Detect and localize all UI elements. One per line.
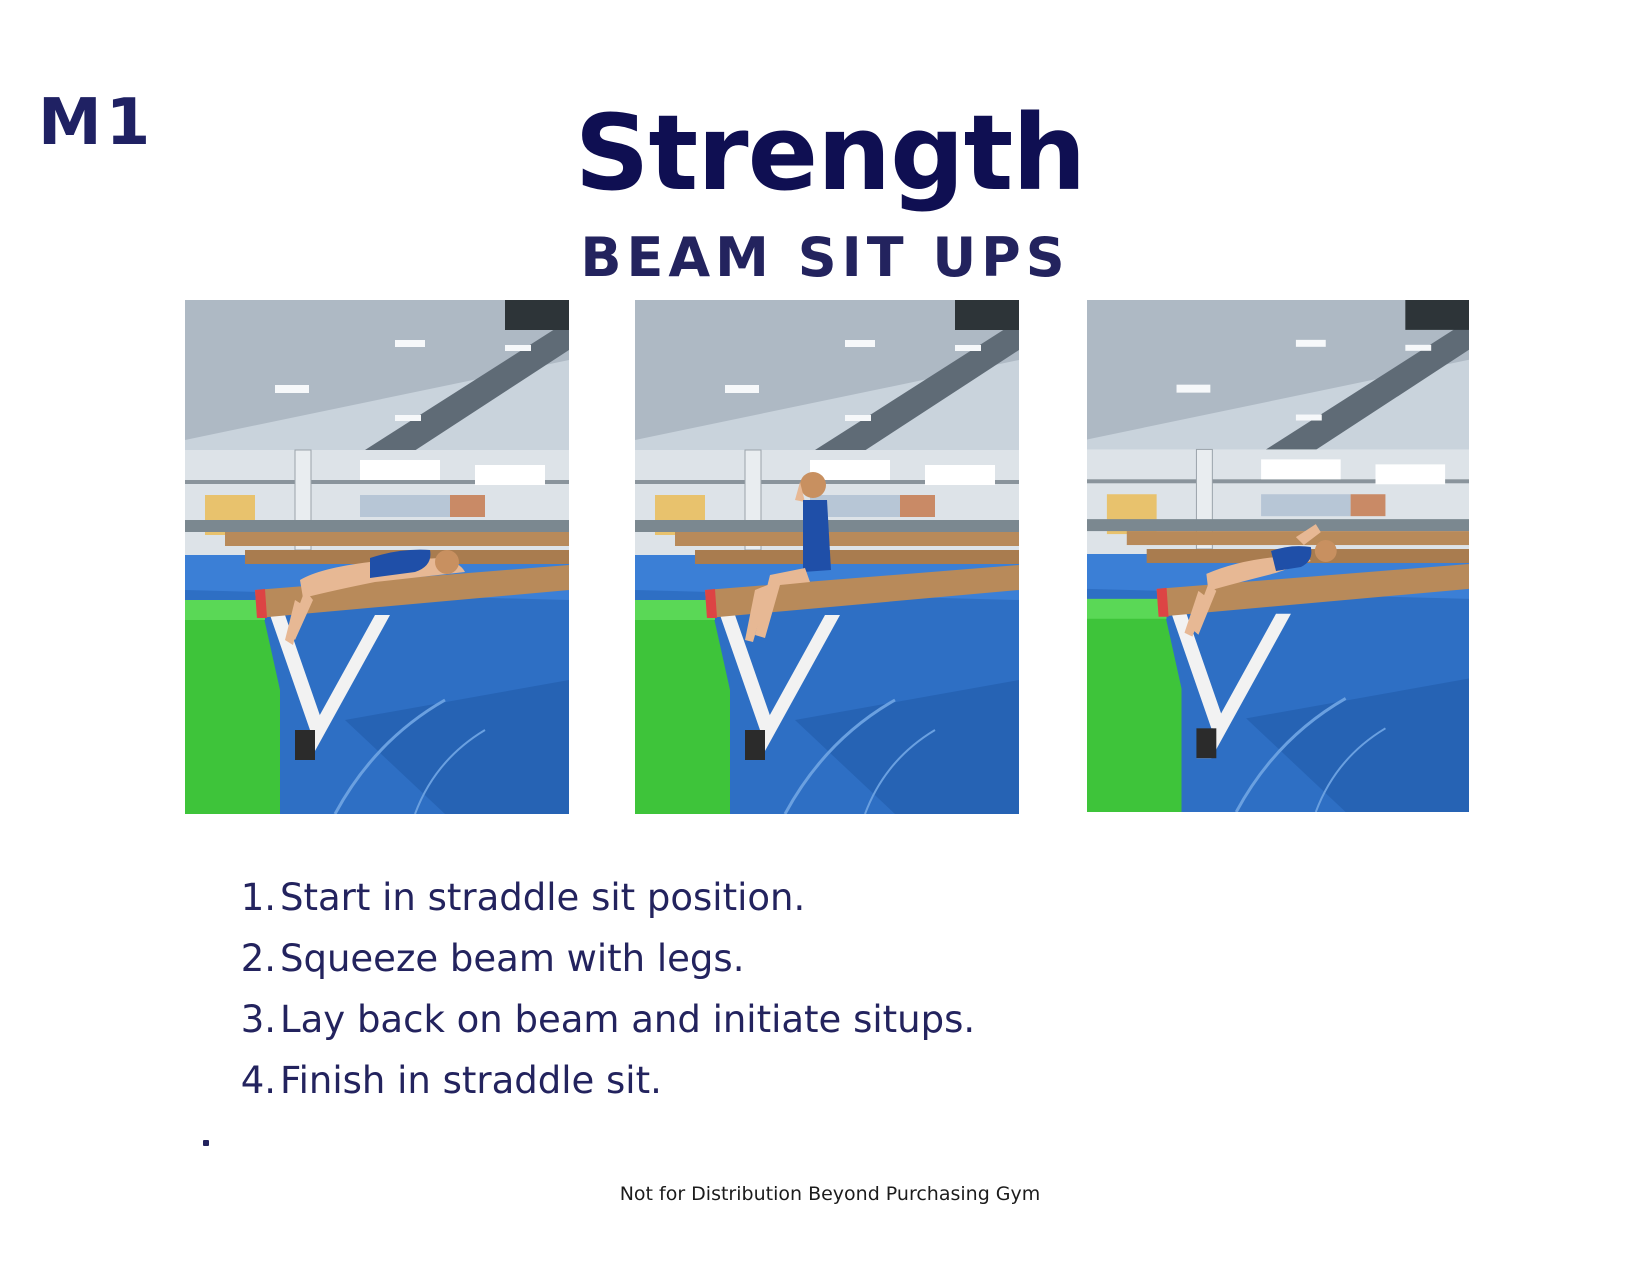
step-number: 4. — [240, 1059, 276, 1102]
photo-lying-back — [185, 300, 569, 814]
list-item: 3. Lay back on beam and initiate situps. — [228, 998, 975, 1059]
list-item: 4. Finish in straddle sit. — [228, 1059, 975, 1120]
step-text: Start in straddle sit position. — [280, 876, 806, 919]
stray-dot — [203, 1140, 209, 1146]
instruction-list: 1. Start in straddle sit position. 2. Sq… — [228, 876, 975, 1120]
distribution-notice: Not for Distribution Beyond Purchasing G… — [619, 1183, 1041, 1205]
page-title: Strength — [574, 92, 1087, 214]
level-code: M1 — [38, 86, 155, 160]
step-number: 2. — [240, 937, 276, 980]
step-number: 1. — [240, 876, 276, 919]
exercise-subtitle: BEAM SIT UPS — [580, 226, 1070, 289]
list-item: 2. Squeeze beam with legs. — [228, 937, 975, 998]
list-item: 1. Start in straddle sit position. — [228, 876, 975, 937]
step-text: Lay back on beam and initiate situps. — [280, 998, 976, 1041]
photo-straddle-sit — [635, 300, 1019, 814]
step-number: 3. — [240, 998, 276, 1041]
step-text: Finish in straddle sit. — [280, 1059, 662, 1102]
photo-sit-up — [1087, 300, 1469, 812]
step-text: Squeeze beam with legs. — [280, 937, 745, 980]
